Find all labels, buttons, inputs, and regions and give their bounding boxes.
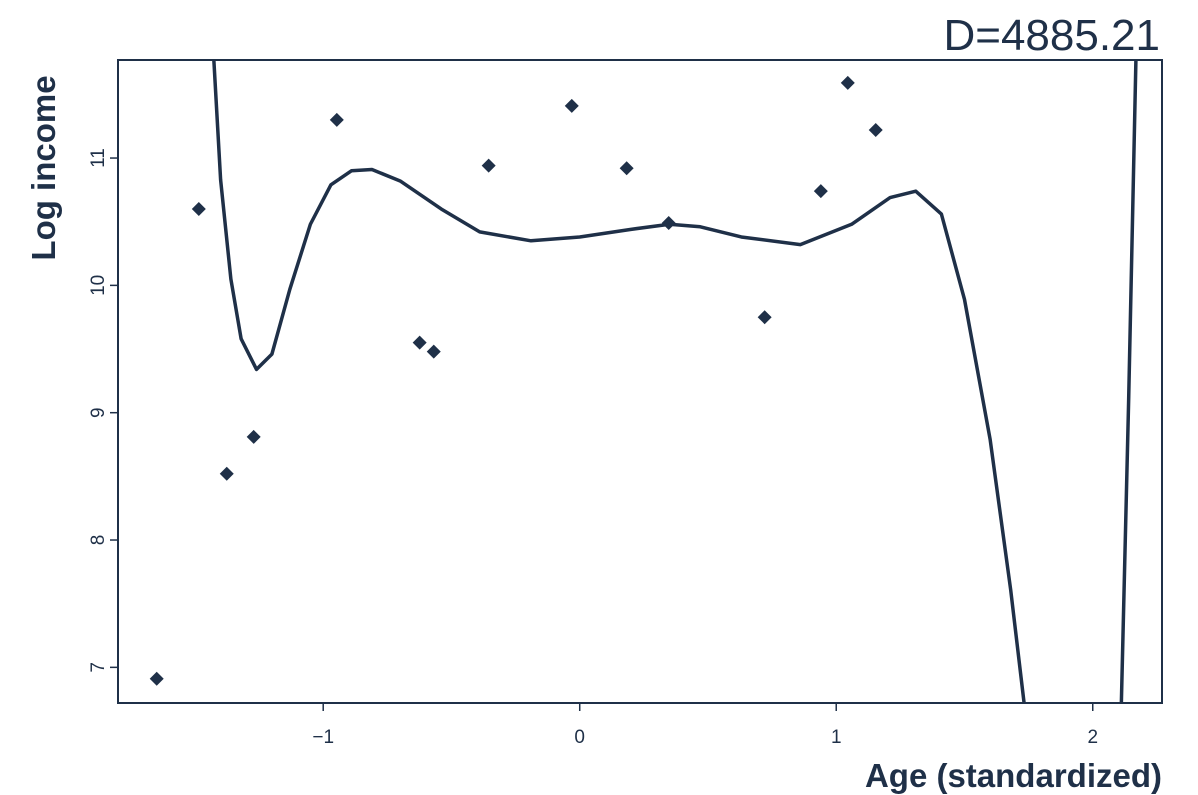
y-tick-label: 10 — [88, 275, 109, 296]
annotation: D=4885.21 — [943, 11, 1160, 60]
x-tick-label: 2 — [1087, 727, 1098, 748]
x-tick-label: 1 — [831, 727, 842, 748]
data-point — [481, 158, 496, 173]
y-axis-label: Log income — [25, 75, 62, 260]
data-point — [329, 112, 344, 127]
data-point — [619, 161, 634, 176]
x-tick-label: 0 — [574, 727, 585, 748]
data-point — [426, 344, 441, 359]
data-point — [149, 671, 164, 686]
data-point — [191, 201, 206, 216]
x-axis-label: Age (standardized) — [865, 757, 1162, 794]
data-point — [813, 184, 828, 199]
plot-area — [149, 60, 1138, 703]
data-point — [868, 123, 883, 138]
x-tick-label: −1 — [312, 727, 334, 748]
y-tick-label: 11 — [88, 148, 109, 168]
data-point — [412, 335, 427, 350]
fit-curve — [212, 60, 1138, 703]
plot-frame — [117, 59, 1163, 704]
data-point — [661, 215, 676, 230]
data-point — [219, 466, 234, 481]
data-point — [246, 429, 261, 444]
y-tick-label: 8 — [88, 535, 109, 546]
y-tick-label: 9 — [88, 407, 109, 418]
data-point — [757, 310, 772, 325]
y-tick-label: 7 — [88, 662, 109, 673]
data-point — [564, 98, 579, 113]
data-point — [840, 75, 855, 90]
